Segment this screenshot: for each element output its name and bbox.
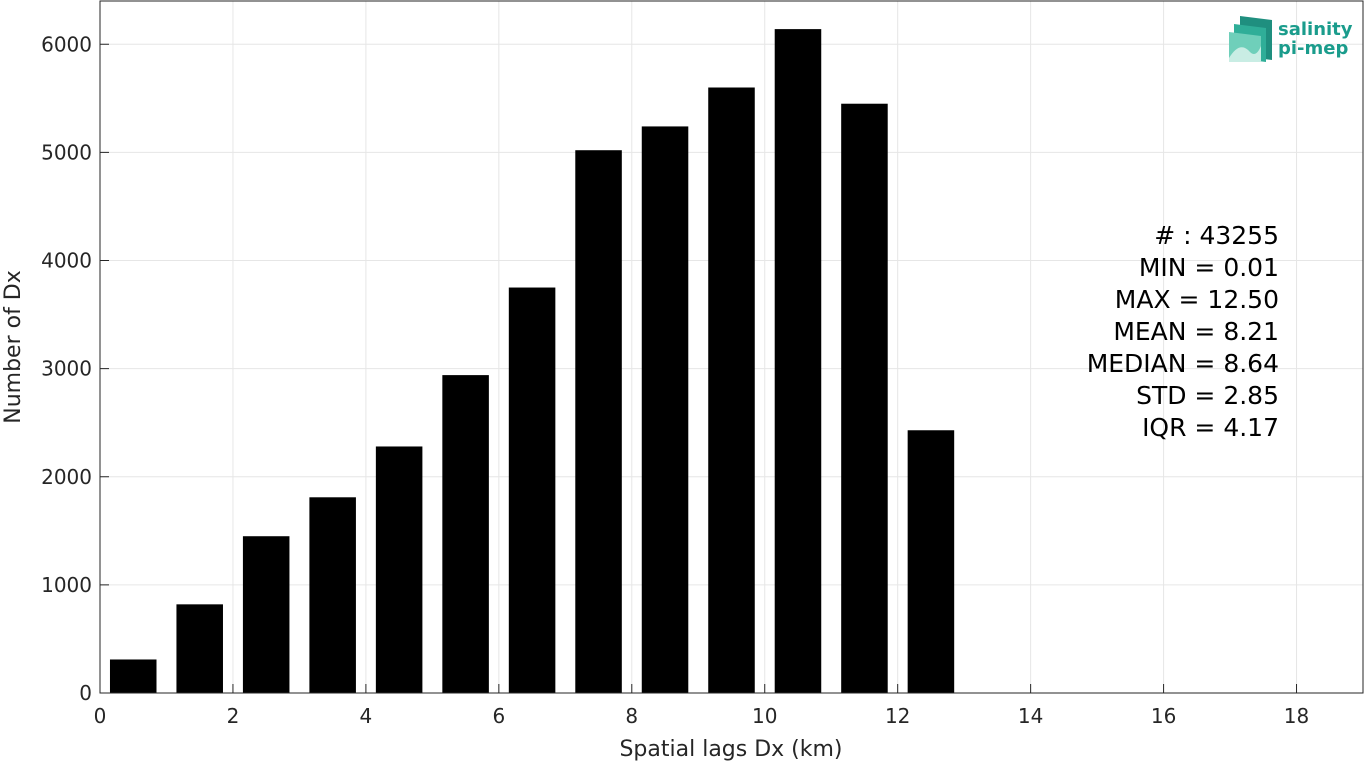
histogram-bar bbox=[109, 659, 157, 693]
statistics-annotation: # : 43255 MIN = 0.01 MAX = 12.50 MEAN = 8.2… bbox=[1087, 221, 1279, 442]
x-tick-label: 12 bbox=[885, 704, 910, 728]
histogram-bar bbox=[442, 375, 489, 693]
histogram-bar bbox=[176, 604, 223, 693]
x-tick-label: 14 bbox=[1018, 704, 1043, 728]
y-tick-label: 5000 bbox=[41, 140, 92, 164]
y-tick-label: 4000 bbox=[41, 249, 92, 273]
plot-frame bbox=[99, 0, 1364, 694]
statistics-line: # : 43255 bbox=[1154, 221, 1279, 250]
x-tick-label: 18 bbox=[1284, 704, 1309, 728]
statistics-line: MEAN = 8.21 bbox=[1113, 317, 1279, 346]
y-tick-label: 0 bbox=[79, 681, 92, 705]
x-tick-label: 2 bbox=[227, 704, 240, 728]
y-tick-labels: 0 1000 2000 3000 4000 5000 6000 bbox=[41, 32, 92, 705]
histogram-bar bbox=[242, 536, 290, 693]
statistics-line: MEDIAN = 8.64 bbox=[1087, 349, 1279, 378]
histogram-bar bbox=[841, 103, 888, 693]
x-tick-label: 4 bbox=[360, 704, 373, 728]
statistics-line: MAX = 12.50 bbox=[1115, 285, 1279, 314]
histogram-bar bbox=[508, 287, 556, 693]
histogram-bar bbox=[375, 446, 423, 693]
x-tick-labels: 0 2 4 6 8 10 12 14 16 18 bbox=[94, 704, 1310, 728]
bars bbox=[109, 29, 955, 694]
histogram-bar bbox=[774, 29, 822, 694]
statistics-line: STD = 2.85 bbox=[1136, 381, 1279, 410]
histogram-bar bbox=[907, 430, 955, 693]
y-axis-title: Number of Dx bbox=[1, 270, 26, 424]
y-tick-label: 2000 bbox=[41, 465, 92, 489]
x-tick-label: 16 bbox=[1151, 704, 1176, 728]
histogram-bar bbox=[575, 150, 622, 693]
x-axis-title: Spatial lags Dx (km) bbox=[619, 737, 842, 762]
y-tick-label: 6000 bbox=[41, 32, 92, 56]
logo-text-salinity: salinity bbox=[1278, 19, 1353, 40]
y-tick-label: 3000 bbox=[41, 357, 92, 381]
y-tick-label: 1000 bbox=[41, 573, 92, 597]
x-tick-label: 6 bbox=[492, 704, 505, 728]
statistics-line: IQR = 4.17 bbox=[1142, 413, 1279, 442]
axis-ticks bbox=[99, 43, 1298, 694]
histogram-bar bbox=[641, 126, 689, 694]
x-tick-label: 10 bbox=[752, 704, 777, 728]
histogram-bar bbox=[309, 497, 356, 693]
statistics-line: MIN = 0.01 bbox=[1139, 253, 1279, 282]
logo-text-pi-mep: pi-mep bbox=[1278, 38, 1348, 59]
wave-stack-icon bbox=[1229, 16, 1272, 62]
x-tick-label: 8 bbox=[625, 704, 638, 728]
x-tick-label: 0 bbox=[94, 704, 107, 728]
histogram-bar bbox=[708, 87, 755, 693]
salinity-pi-mep-logo: salinity pi-mep bbox=[1229, 16, 1353, 62]
